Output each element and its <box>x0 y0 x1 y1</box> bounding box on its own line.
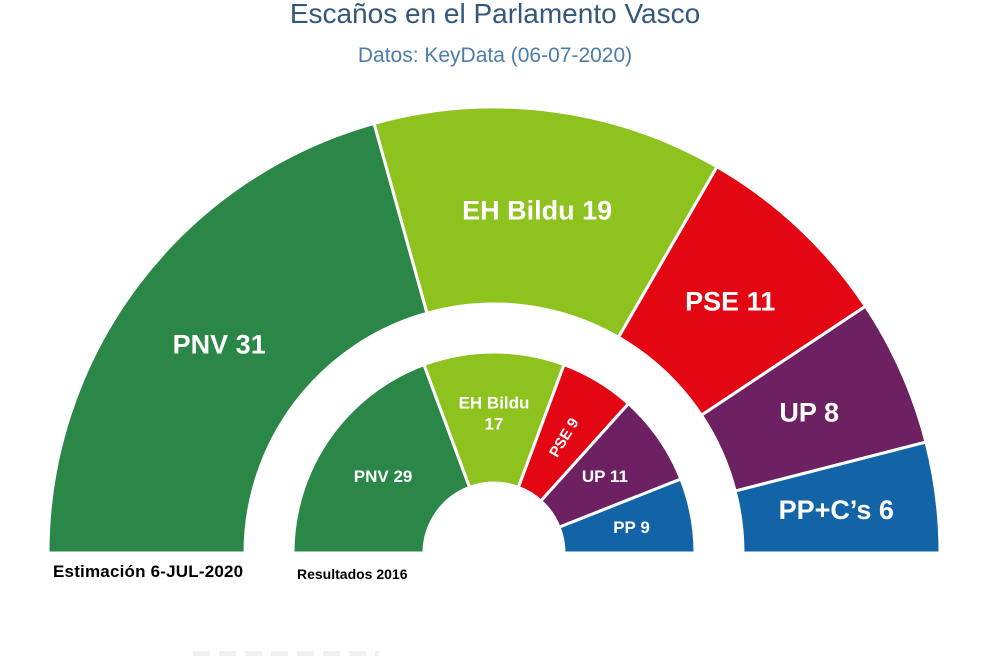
estimacion-slice-label-eh-bildu: EH Bildu 19 <box>462 196 612 226</box>
chart-title: Escaños en el Parlamento Vasco <box>289 0 701 29</box>
estimacion-slice-label-pse: PSE 11 <box>685 287 775 317</box>
caption-estimacion: Estimación 6-JUL-2020 <box>53 562 244 581</box>
resultados-slice-label-pnv: PNV 29 <box>354 467 413 486</box>
resultados-slice-pp <box>557 477 697 555</box>
resultados-slice-label-eh-bildu: EH Bildu 17 <box>459 393 530 433</box>
dashed-separator <box>193 651 379 656</box>
estimacion-slice-pnv <box>46 121 429 555</box>
caption-resultados: Resultados 2016 <box>297 566 408 582</box>
estimacion-slice-pp-c-s <box>733 440 942 555</box>
estimacion-slice-label-pnv: PNV 31 <box>173 329 266 359</box>
estimacion-slice-label-pp-c-s: PP+C’s 6 <box>779 495 894 525</box>
resultados-slice-eh-bildu <box>422 350 566 489</box>
estimacion-slice-eh-bildu <box>372 105 719 339</box>
resultados-slice-label-pp: PP 9 <box>613 517 650 536</box>
chart-subtitle: Datos: KeyData (06-07-2020) <box>357 44 633 67</box>
resultados-slice-pnv <box>291 363 472 555</box>
resultados-slice-label-up: UP 11 <box>582 467 628 486</box>
estimacion-slice-label-up: UP 8 <box>779 398 839 428</box>
